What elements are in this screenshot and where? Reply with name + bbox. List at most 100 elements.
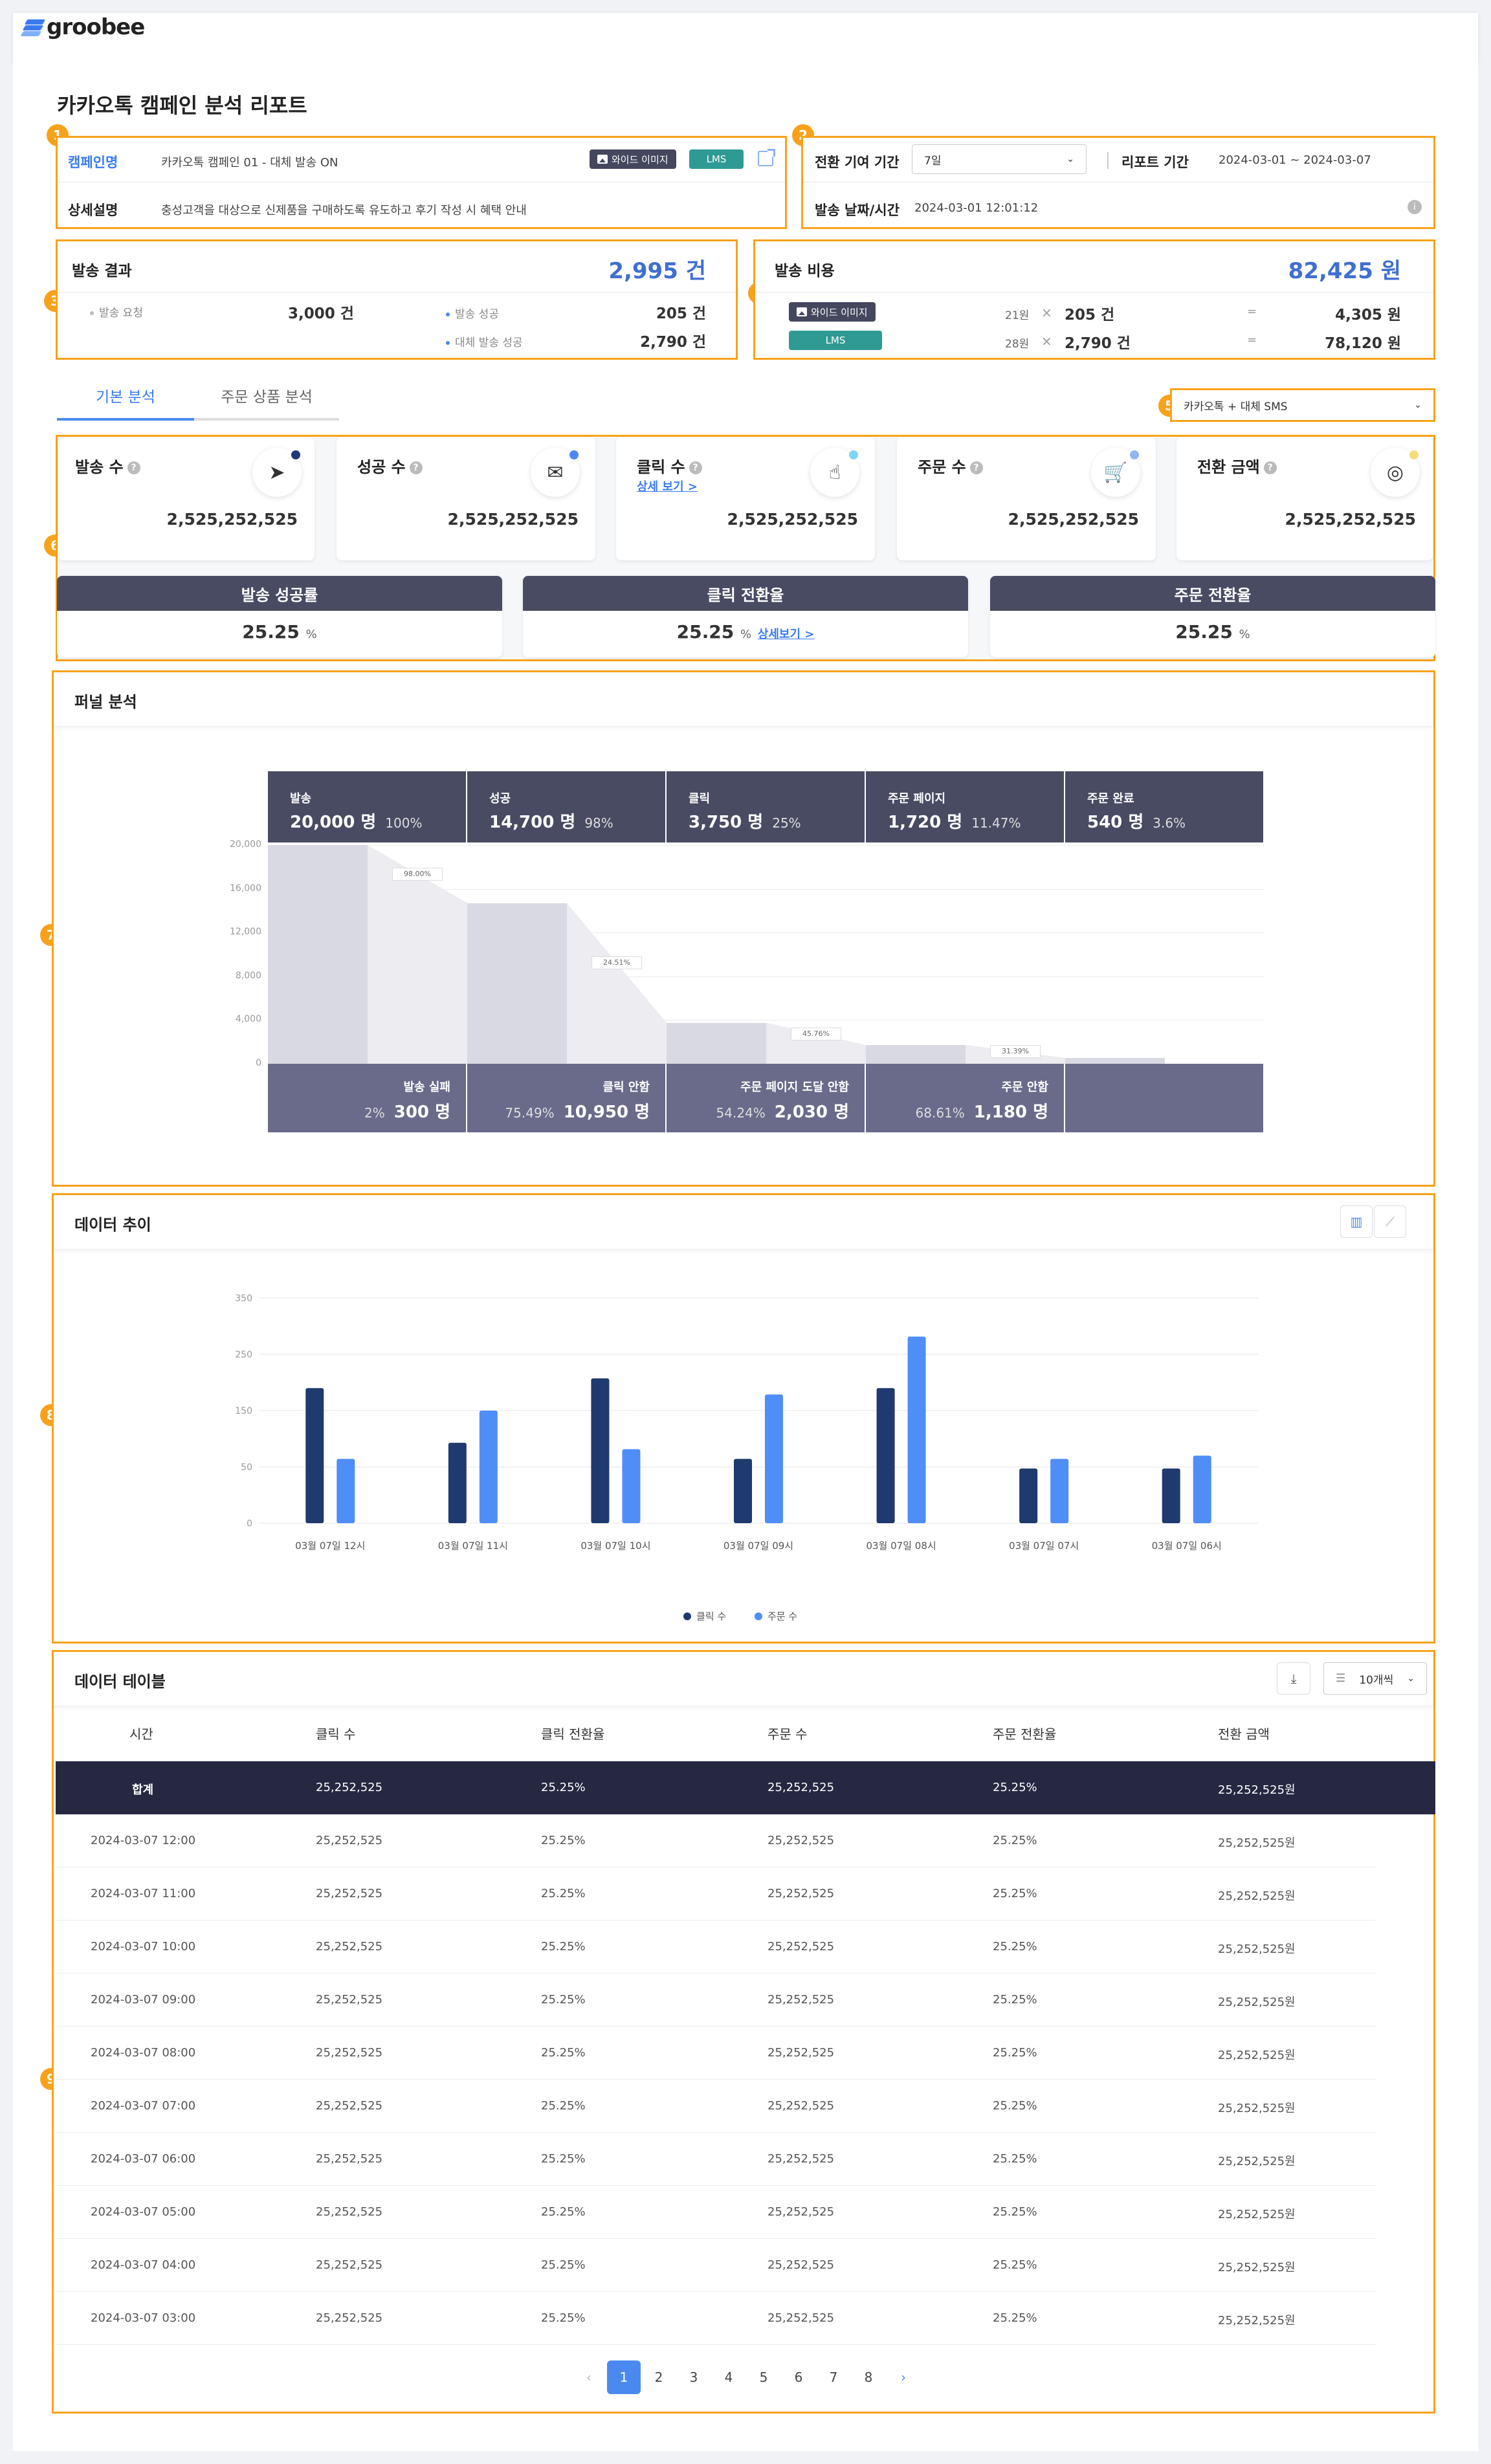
info-icon[interactable]: i	[1408, 200, 1422, 214]
tab-active-indicator	[57, 418, 194, 421]
sort-icon: ☰	[1336, 1672, 1346, 1685]
send-datetime-value: 2024-03-01 12:01:12	[914, 201, 1039, 215]
pagination-page-3[interactable]: 3	[689, 2370, 698, 2385]
logo[interactable]: groobee	[20, 14, 145, 40]
pagination-page-4[interactable]: 4	[724, 2370, 733, 2385]
request-label: 발송 요청	[90, 303, 143, 320]
legend-label: 주문 수	[768, 1611, 797, 1622]
external-link-icon[interactable]	[758, 149, 775, 166]
rate-detail-link[interactable]: 상세보기 >	[757, 628, 815, 641]
kpi-value: 2,525,252,525	[447, 510, 579, 529]
trend-x-tick: 03월 07일 12시	[295, 1540, 365, 1552]
tag-lms: LMS	[689, 149, 744, 169]
pagination-page-2[interactable]: 2	[654, 2370, 663, 2385]
cost-unit: 28원	[1005, 338, 1030, 351]
kpi-title: 발송 수?	[75, 454, 140, 477]
pagination-prev-icon[interactable]: ‹	[586, 2370, 591, 2385]
tab-basic-analysis[interactable]: 기본 분석	[96, 389, 155, 406]
table-title: 데이터 테이블	[74, 1673, 166, 1691]
alt-success-value: 2,790 건	[640, 334, 706, 351]
kpi-detail-link[interactable]: 상세 보기 >	[637, 480, 698, 494]
kpi-title: 전환 금액?	[1197, 454, 1277, 477]
tab-order-product-analysis[interactable]: 주문 상품 분석	[221, 389, 313, 406]
send-result-title: 발송 결과	[72, 263, 132, 280]
tab-inactive-indicator	[194, 418, 339, 421]
image-icon	[797, 307, 807, 316]
kpi-card-send: 발송 수? ➤ 2,525,252,525	[58, 437, 315, 560]
help-icon[interactable]: ?	[689, 461, 702, 474]
legend-marker	[683, 1612, 691, 1620]
trend-y-tick: 350	[235, 1293, 252, 1304]
divider	[1107, 152, 1109, 169]
trend-y-tick: 250	[235, 1350, 252, 1360]
trend-y-tick: 50	[241, 1462, 252, 1473]
cost-unit: 21원	[1005, 309, 1030, 322]
equals-sign: =	[1247, 305, 1257, 318]
trend-x-tick: 03월 07일 10시	[580, 1540, 650, 1552]
pagination-next-icon[interactable]: ›	[901, 2370, 906, 2385]
chevron-down-icon: ⌄	[1407, 1673, 1415, 1684]
trend-bar	[1019, 1468, 1038, 1523]
help-icon[interactable]: ?	[409, 461, 423, 474]
kpi-value: 2,525,252,525	[1008, 510, 1139, 529]
bar-chart-toggle-icon[interactable]: ▥	[1340, 1205, 1373, 1238]
trend-section: 데이터 추이 ▥ ⟋	[52, 1193, 1435, 1644]
rate-title: 클릭 전환율	[523, 576, 968, 611]
detail-label: 상세설명	[68, 203, 118, 218]
help-icon[interactable]: ?	[969, 461, 983, 474]
line-chart-toggle-icon[interactable]: ⟋	[1374, 1205, 1406, 1238]
trend-bar	[337, 1458, 355, 1523]
campaign-name-label: 캠페인명	[68, 155, 118, 170]
tag-wide-image: 와이드 이미지	[590, 149, 676, 169]
pagination-page-7[interactable]: 7	[829, 2370, 838, 2385]
kpi-value: 2,525,252,525	[727, 510, 858, 529]
page-title: 카카오톡 캠페인 분석 리포트	[57, 93, 307, 118]
cost-tag-lms: LMS	[789, 331, 882, 350]
cost-tag-wide-image: 와이드 이미지	[789, 302, 876, 322]
trend-bar	[1162, 1468, 1180, 1523]
legend-label: 클릭 수	[696, 1611, 726, 1622]
rate-card-order-conversion: 주문 전환율 25.25 %	[990, 576, 1435, 657]
trend-bar	[305, 1388, 324, 1523]
send-result-total: 2,995 건	[608, 258, 706, 284]
trend-bar	[448, 1442, 467, 1523]
logo-text: groobee	[47, 14, 145, 40]
trend-y-tick: 0	[247, 1519, 252, 1529]
rate-title: 주문 전환율	[990, 576, 1435, 611]
rate-title: 발송 성공률	[57, 576, 502, 611]
rate-value: 25.25 % 상세보기 >	[676, 621, 815, 643]
attribution-select[interactable]: 7일 ⌄	[912, 144, 1087, 174]
trend-bar	[1050, 1458, 1069, 1523]
kpi-card-conversion-amount: 전환 금액? ◎ 2,525,252,525	[1176, 437, 1433, 560]
trend-bar	[479, 1411, 498, 1523]
pagination-page-5[interactable]: 5	[759, 2370, 768, 2385]
period-info-box: 전환 기여 기간 7일 ⌄ 리포트 기간 2024-03-01 ~ 2024-0…	[801, 136, 1435, 229]
send-datetime-label: 발송 날짜/시간	[815, 203, 900, 218]
trend-bar	[876, 1388, 895, 1523]
trend-header	[54, 1195, 1433, 1249]
request-value: 3,000 건	[288, 305, 354, 322]
download-icon[interactable]: ⤓	[1277, 1662, 1310, 1695]
page-size-select[interactable]: ☰ 10개씩 ⌄	[1323, 1662, 1427, 1695]
trend-bar	[622, 1449, 641, 1523]
kpi-card-order: 주문 수? 🛒 2,525,252,525	[897, 437, 1156, 560]
pagination-page-1[interactable]: 1	[607, 2360, 641, 2394]
kpi-value: 2,525,252,525	[1285, 510, 1416, 529]
trend-bar	[734, 1458, 752, 1523]
help-icon[interactable]: ?	[1263, 461, 1277, 474]
pagination-page-8[interactable]: 8	[864, 2370, 873, 2385]
kpi-dot	[1409, 450, 1419, 459]
trend-x-tick: 03월 07일 07시	[1009, 1540, 1079, 1552]
trend-x-tick: 03월 07일 09시	[723, 1540, 793, 1552]
funnel-title: 퍼널 분석	[74, 693, 137, 711]
cost-amount: 4,305 원	[1335, 307, 1401, 324]
pagination-page-6[interactable]: 6	[794, 2370, 803, 2385]
success-value: 205 건	[656, 305, 706, 322]
channel-select[interactable]: 카카오톡 + 대체 SMS ⌄	[1170, 388, 1435, 422]
kpi-title: 성공 수?	[357, 454, 423, 477]
help-icon[interactable]: ?	[127, 461, 140, 474]
kpi-card-success: 성공 수? ✉ 2,525,252,525	[337, 437, 595, 560]
multiply-sign: ×	[1041, 305, 1052, 320]
kpi-card-click: 클릭 수? 상세 보기 > ☝ 2,525,252,525	[616, 437, 875, 560]
table-section: 데이터 테이블 ⤓ ☰ 10개씩 ⌄	[52, 1650, 1435, 2414]
